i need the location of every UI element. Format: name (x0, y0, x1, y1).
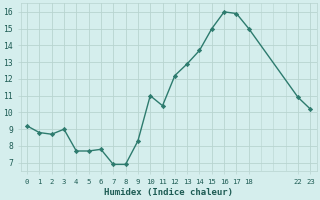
X-axis label: Humidex (Indice chaleur): Humidex (Indice chaleur) (104, 188, 233, 197)
